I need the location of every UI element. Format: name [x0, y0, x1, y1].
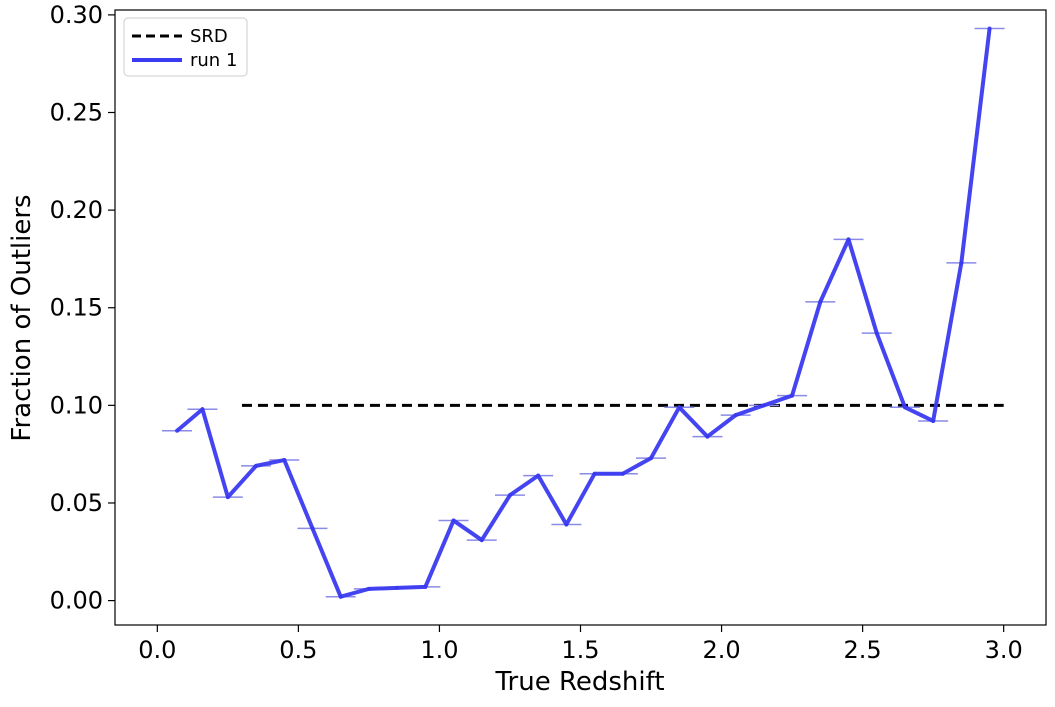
- run1-point: [200, 407, 205, 412]
- run1-point: [818, 299, 823, 304]
- run1-point: [592, 471, 597, 476]
- run1-point: [175, 428, 180, 433]
- y-axis-label: Fraction of Outliers: [7, 194, 37, 441]
- run1-point: [761, 403, 766, 408]
- run1-point: [366, 586, 371, 591]
- legend: SRD run 1: [123, 17, 248, 77]
- run1-point: [677, 405, 682, 410]
- run1-line: [175, 28, 992, 599]
- y-tick-label: 0.20: [50, 196, 103, 224]
- run1-point: [902, 405, 907, 410]
- run1-point: [536, 473, 541, 478]
- x-tick-label: 0.5: [279, 636, 317, 664]
- run1-point: [254, 463, 259, 468]
- legend-label-run1: run 1: [190, 50, 237, 71]
- y-axis-ticks: 0.00 0.05 0.10 0.15 0.20 0.25 0.30: [50, 1, 115, 615]
- run1-point: [479, 538, 484, 543]
- run1-point: [649, 456, 654, 461]
- y-tick-label: 0.05: [50, 489, 103, 517]
- run1-point: [620, 471, 625, 476]
- run1-point: [874, 331, 879, 336]
- x-tick-label: 0.0: [138, 636, 176, 664]
- series-layer: [162, 26, 1005, 599]
- run1-point: [282, 458, 287, 463]
- x-tick-label: 3.0: [985, 636, 1023, 664]
- y-tick-label: 0.25: [50, 99, 103, 127]
- legend-label-srd: SRD: [190, 26, 228, 47]
- run1-point: [395, 585, 400, 590]
- y-tick-label: 0.10: [50, 391, 103, 419]
- run1-point: [451, 518, 456, 523]
- run1-point: [225, 495, 230, 500]
- y-tick-label: 0.00: [50, 587, 103, 615]
- run1-point: [733, 413, 738, 418]
- y-tick-label: 0.15: [50, 294, 103, 322]
- run1-point: [931, 418, 936, 423]
- run1-point: [310, 526, 315, 531]
- run1-point: [705, 434, 710, 439]
- x-axis-label: True Redshift: [494, 667, 664, 697]
- run1-point: [507, 493, 512, 498]
- run1-point: [790, 393, 795, 398]
- run1-point: [338, 594, 343, 599]
- x-tick-label: 1.0: [420, 636, 458, 664]
- run1-point: [959, 260, 964, 265]
- x-tick-label: 1.5: [561, 636, 599, 664]
- x-tick-label: 2.5: [844, 636, 882, 664]
- run1-point: [987, 26, 992, 31]
- plot-area: [114, 9, 1047, 626]
- x-axis-ticks: 0.0 0.5 1.0 1.5 2.0 2.5 3.0: [138, 625, 1023, 664]
- y-tick-label: 0.30: [50, 1, 103, 29]
- run1-point: [564, 522, 569, 527]
- run1-point: [846, 237, 851, 242]
- x-tick-label: 2.0: [702, 636, 740, 664]
- run1-point: [423, 584, 428, 589]
